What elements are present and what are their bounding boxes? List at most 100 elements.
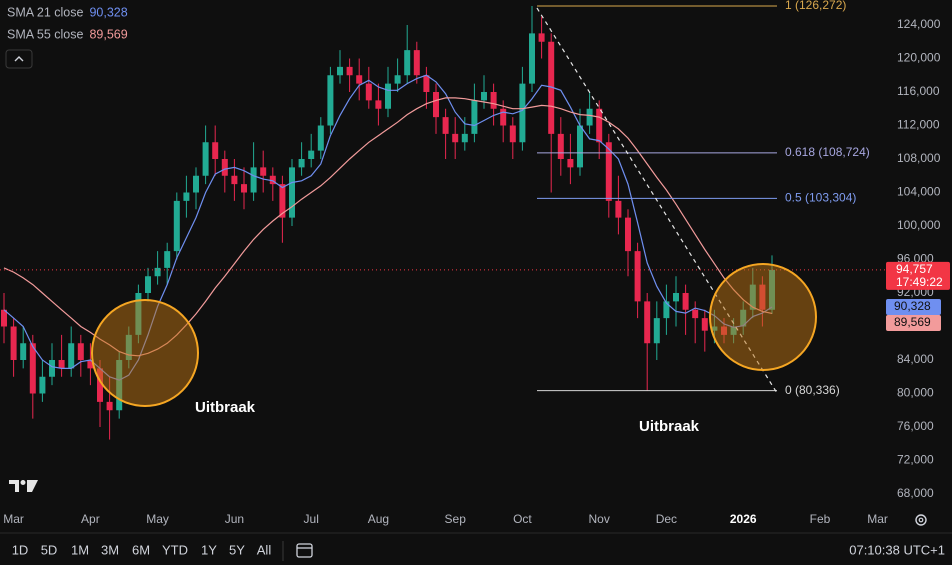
y-tick-label: 80,000 [897,386,934,400]
candle-body [87,360,94,369]
range-button[interactable]: YTD [162,542,188,557]
x-tick-label: Mar [3,512,24,526]
range-button[interactable]: 1D [12,542,29,557]
candle-body [183,192,190,201]
candle-body [394,75,401,84]
candle-body [385,83,391,109]
candle-body [1,309,7,327]
candle-body [97,368,103,402]
candle-body [519,83,526,143]
candle-body [567,159,574,168]
candle-body [298,159,305,168]
highlight-circle [709,263,817,371]
y-tick-label: 112,000 [897,118,940,132]
candle-body [442,117,449,134]
legend-name: SMA 55 close [7,27,83,41]
range-button[interactable]: 5Y [229,542,245,557]
candle-body [596,108,603,143]
x-tick-label: Mar [867,512,888,526]
candle-body [106,401,113,411]
y-tick-label: 68,000 [897,486,934,500]
candle-body [154,267,161,277]
candle-body [260,167,267,176]
x-tick-label: Jul [304,512,319,526]
candle-body [529,33,535,84]
candle-body [653,318,660,344]
x-tick-label: Jun [225,512,244,526]
candle-body [605,142,612,201]
candle-body [39,376,46,394]
range-button[interactable]: 3M [101,542,119,557]
candle-body [634,251,641,302]
clock: 07:10:38 UTC+1 [849,542,945,557]
x-tick-label: Aug [368,512,389,526]
candle-body [663,301,670,319]
range-button[interactable]: 1Y [201,542,217,557]
x-tick-label: Oct [513,512,532,526]
candle-body [471,100,478,134]
tradingview-logo [9,480,38,492]
toolbar: 1D 5D 1M 3M 6M YTD 1Y 5Y All 07:10:38 UTC+1 [12,542,945,557]
x-tick-label: Feb [810,512,831,526]
candle-body [644,301,651,344]
candle-body [461,133,468,143]
range-button[interactable]: 6M [132,542,150,557]
candle-body [58,360,65,369]
candle-body [701,318,708,331]
highlight-circle [91,299,199,407]
candle-body [673,293,679,302]
candle-body [250,167,257,193]
candle-body [279,184,286,218]
candle-body [500,108,507,126]
compare-icon[interactable] [296,543,313,558]
candle-body [289,167,295,218]
y-tick-label: 120,000 [897,51,941,65]
y-tick-label: 100,000 [897,218,941,232]
annotation: Uitbraak [195,399,256,416]
drawings: Uitbraak Uitbraak [91,7,817,435]
current-price-box [886,261,950,290]
y-tick-label: 108,000 [897,151,941,165]
candle-body [586,108,593,126]
legend-name: SMA 21 close [7,5,83,19]
candle-body [164,251,171,268]
y-tick-label: 84,000 [897,352,934,366]
candle-body [509,125,516,143]
sma-price-label: 89,569 [894,315,931,329]
legend-value: 89,569 [89,27,127,41]
fib-label: 0.618 (108,724) [785,145,870,159]
candle-body [20,343,27,361]
settings-icon[interactable] [915,514,927,526]
candle-body [577,125,583,168]
candle-body [557,133,564,160]
candle-body [193,175,199,193]
candle-body [481,91,487,101]
candle-body [77,343,84,361]
candle-body [173,200,180,252]
range-button[interactable]: All [257,542,272,557]
candle-body [692,309,699,319]
candle-body [413,50,420,76]
x-tick-label: Dec [656,512,677,526]
range-button[interactable]: 5D [41,542,58,557]
candle-body [327,75,334,126]
candle-body [241,184,247,193]
candle-body [10,326,17,361]
annotation: Uitbraak [639,418,700,435]
y-tick-label: 76,000 [897,419,934,433]
candle-body [356,75,363,84]
x-tick-label: 2026 [730,512,757,526]
candle-body [682,293,689,310]
range-button[interactable]: 1M [71,542,89,557]
x-tick-label: May [146,512,169,526]
countdown-label: 17:49:22 [896,275,943,289]
fib-label: 0.5 (103,304) [785,191,856,205]
fib-label: 1 (126,272) [785,0,846,12]
x-tick-label: Sep [445,512,467,526]
price-axis: 68,00072,00076,00080,00084,00088,00092,0… [3,17,950,526]
candle-body [548,41,555,134]
collapse-button[interactable] [5,49,33,69]
